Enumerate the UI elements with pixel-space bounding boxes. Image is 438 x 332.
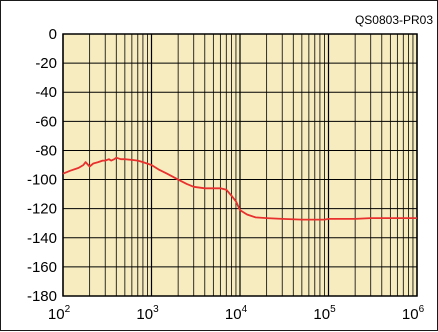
y-tick-label: -60 xyxy=(35,113,57,130)
x-tick-label: 105 xyxy=(313,304,336,323)
y-tick-label: -120 xyxy=(27,201,57,218)
x-tick-label: 102 xyxy=(48,304,71,323)
y-tick-label: -40 xyxy=(35,84,57,101)
y-tick-label: -140 xyxy=(27,230,57,247)
y-tick-label: 0 xyxy=(49,26,57,43)
y-tick-label: -80 xyxy=(35,142,57,159)
y-tick-label: -100 xyxy=(27,172,57,189)
x-tick-label: 103 xyxy=(136,304,159,323)
y-tick-label: -160 xyxy=(27,259,57,276)
x-tick-label: 106 xyxy=(402,304,425,323)
plot-border xyxy=(62,33,418,297)
x-tick-label: 104 xyxy=(225,304,248,323)
y-tick-label: -180 xyxy=(27,288,57,305)
series-line xyxy=(62,156,417,221)
y-tick-label: -20 xyxy=(35,55,57,72)
chart-code-label: QS0803-PR03 xyxy=(355,13,433,27)
